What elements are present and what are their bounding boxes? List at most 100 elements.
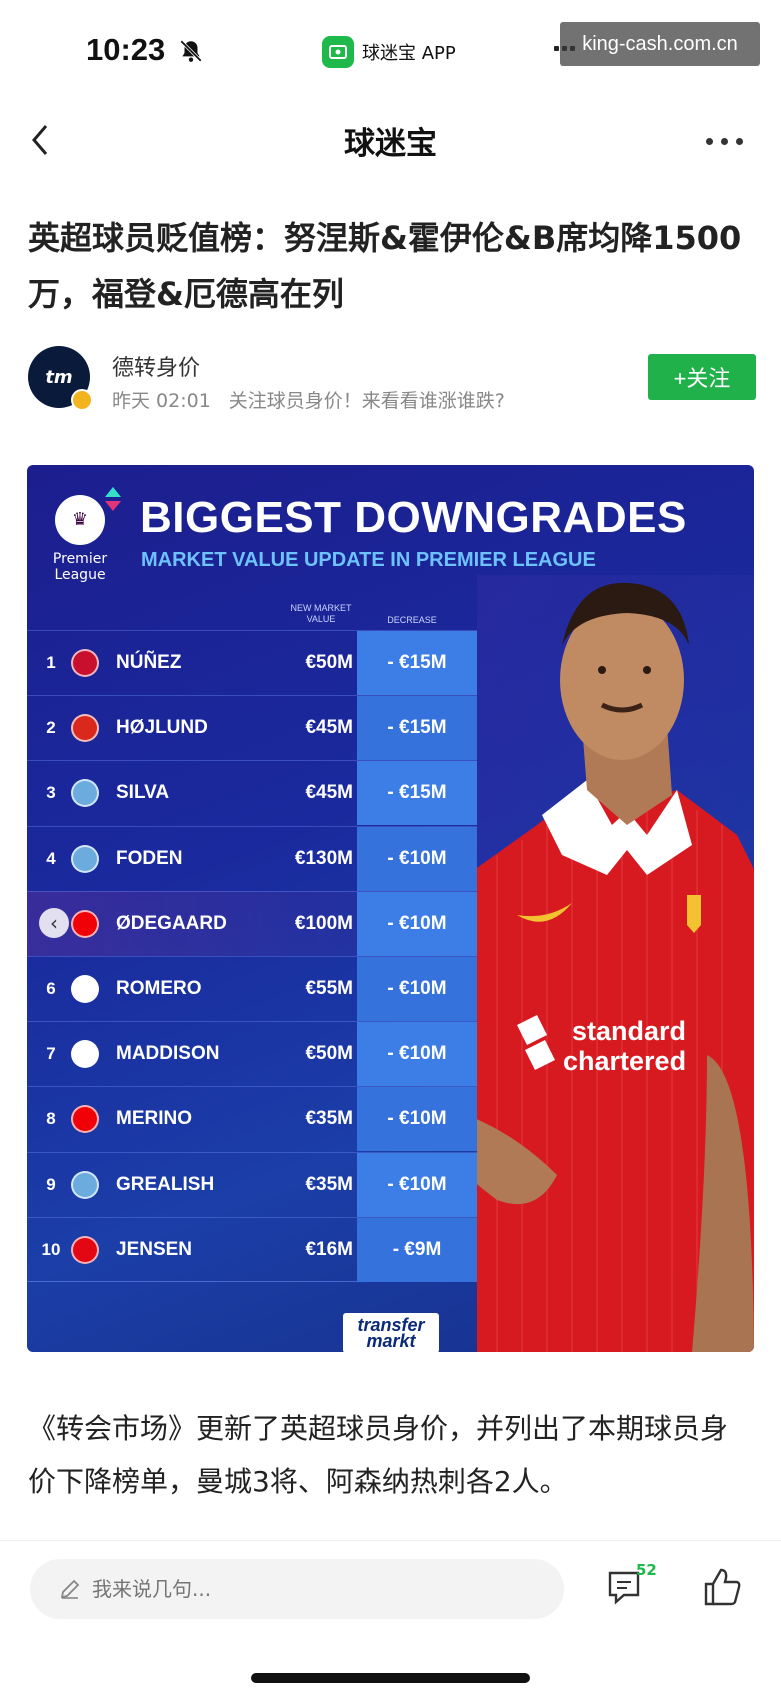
table-row: 6 ROMERO €55M - €10M — [27, 955, 477, 1021]
table-row: 1 NÚÑEZ €50M - €15M — [27, 630, 477, 695]
downgrades-table: 1 NÚÑEZ €50M - €15M 2 HØJLUND €45M - €15M 3 SILVA… — [27, 630, 477, 1282]
table-row: 7 MADDISON €50M - €10M — [27, 1021, 477, 1087]
table-row: 10 JENSEN €16M - €9M — [27, 1216, 477, 1282]
market-value: €16M — [305, 1238, 353, 1260]
pencil-icon — [60, 1579, 80, 1599]
nav-bar: 球迷宝 — [0, 100, 781, 178]
player-name: FODEN — [116, 847, 183, 869]
player-name: MERINO — [116, 1108, 192, 1130]
down-arrow-icon — [105, 501, 121, 511]
decrease-value: - €15M — [357, 696, 477, 761]
author-name[interactable]: 德转身价 — [112, 356, 201, 381]
premier-league-label: Premier League — [52, 551, 108, 583]
club-crest-icon — [71, 844, 99, 873]
author-bar: tm 德转身价 昨天 02:01 关注球员身价！来看看谁涨谁跌? +关注 — [28, 346, 756, 416]
comment-count-badge: 52 — [636, 1561, 657, 1579]
table-row: ‹ ØDEGAARD €100M - €10M — [27, 890, 477, 956]
verified-badge-icon — [71, 389, 93, 411]
club-crest-icon — [71, 649, 99, 677]
club-crest-icon — [71, 714, 99, 743]
comment-input-box[interactable] — [30, 1559, 564, 1619]
club-crest-icon — [71, 1235, 99, 1264]
up-arrow-icon — [105, 487, 121, 497]
decrease-value: - €10M — [357, 1022, 477, 1087]
player-name: JENSEN — [116, 1238, 193, 1260]
player-name: NÚÑEZ — [116, 652, 182, 673]
market-value: €35M — [305, 1108, 353, 1130]
player-name: MADDISON — [116, 1043, 220, 1065]
back-button[interactable] — [26, 120, 56, 160]
rank-number: 8 — [46, 1109, 56, 1129]
table-row: 3 SILVA €45M - €15M — [27, 760, 477, 826]
graphic-subtitle: MARKET VALUE UPDATE IN PREMIER LEAGUE — [141, 549, 596, 571]
rank-number: 10 — [41, 1239, 61, 1259]
status-time: 10:23 — [86, 32, 166, 67]
rank-number: 4 — [46, 848, 56, 868]
follow-button[interactable]: +关注 — [648, 354, 756, 400]
author-bio: 关注球员身价！来看看谁涨谁跌? — [228, 390, 505, 412]
lion-icon: ♛ — [55, 495, 105, 545]
transfermarkt-logo: transfer markt — [343, 1313, 439, 1352]
rank-number: 9 — [46, 1174, 56, 1194]
market-value: €130M — [294, 847, 353, 869]
app-name: 球迷宝 APP — [362, 43, 456, 64]
rank-number: 7 — [46, 1044, 56, 1064]
decrease-value: - €15M — [357, 761, 477, 826]
market-value: €45M — [305, 782, 353, 804]
avatar[interactable]: tm — [28, 346, 90, 408]
status-bar: 10:23 球迷宝 APP king-cash.com.cn — [0, 0, 781, 100]
page-title: 球迷宝 — [344, 126, 437, 162]
bell-muted-icon — [178, 38, 204, 68]
app-badge[interactable]: 球迷宝 APP — [322, 36, 456, 68]
decrease-value: - €10M — [357, 891, 477, 956]
decrease-value: - €15M — [357, 631, 477, 695]
thumbs-up-icon[interactable] — [700, 1565, 744, 1609]
market-value: €35M — [305, 1173, 353, 1195]
premier-league-logo: ♛ Premier League — [47, 495, 113, 583]
player-name: GREALISH — [116, 1173, 215, 1195]
market-value: €45M — [305, 717, 353, 739]
app-logo-icon — [322, 36, 354, 68]
bottom-bar: 52 — [0, 1540, 781, 1694]
decrease-value: - €9M — [357, 1217, 477, 1282]
table-row: 4 FODEN €130M - €10M — [27, 825, 477, 891]
player-illustration: standard chartered — [477, 575, 754, 1352]
table-row: 8 MERINO €35M - €10M — [27, 1086, 477, 1152]
svg-text:standard: standard — [572, 1016, 686, 1046]
svg-text:chartered: chartered — [563, 1046, 686, 1076]
author-meta: 昨天 02:01 关注球员身价！来看看谁涨谁跌? — [112, 386, 523, 413]
table-row: 9 GREALISH €35M - €10M — [27, 1151, 477, 1217]
article-body: 《转会市场》更新了英超球员身价，并列出了本期球员身价下降榜单，曼城3将、阿森纳热… — [28, 1412, 729, 1498]
rank-number: 1 — [46, 653, 56, 672]
player-name: ROMERO — [116, 977, 202, 999]
player-name: HØJLUND — [116, 717, 208, 739]
player-name: ØDEGAARD — [116, 912, 227, 934]
player-name: SILVA — [116, 782, 170, 804]
club-crest-icon — [71, 974, 99, 1003]
chevron-left-icon — [32, 125, 48, 155]
publish-time: 昨天 02:01 — [112, 390, 211, 412]
watermark: king-cash.com.cn — [560, 22, 760, 66]
rank-number: 3 — [46, 783, 56, 803]
decrease-value: - €10M — [357, 956, 477, 1021]
decrease-value: - €10M — [357, 826, 477, 891]
graphic-title: BIGGEST DOWNGRADES — [140, 493, 687, 542]
chevron-left-icon[interactable]: ‹ — [39, 907, 69, 938]
club-crest-icon — [71, 779, 99, 808]
comment-icon[interactable] — [606, 1567, 646, 1607]
market-value: €55M — [305, 977, 353, 999]
article-headline: 英超球员贬值榜：努涅斯&霍伊伦&B席均降1500万，福登&厄德高在列 — [28, 219, 742, 313]
more-options-button[interactable] — [706, 126, 758, 156]
club-crest-icon — [71, 1105, 99, 1134]
column-header-decrease: DECREASE — [387, 615, 437, 625]
table-row: 2 HØJLUND €45M - €15M — [27, 695, 477, 761]
market-value: €50M — [305, 1043, 353, 1065]
home-indicator — [251, 1673, 530, 1683]
rank-number: 6 — [46, 978, 56, 998]
decrease-value: - €10M — [357, 1152, 477, 1217]
market-value: €100M — [294, 912, 353, 934]
article-image[interactable]: ♛ Premier League BIGGEST DOWNGRADES MARK… — [27, 465, 754, 1352]
rank-number: 2 — [46, 718, 56, 738]
decrease-value: - €10M — [357, 1087, 477, 1152]
comment-input[interactable] — [92, 1577, 492, 1601]
